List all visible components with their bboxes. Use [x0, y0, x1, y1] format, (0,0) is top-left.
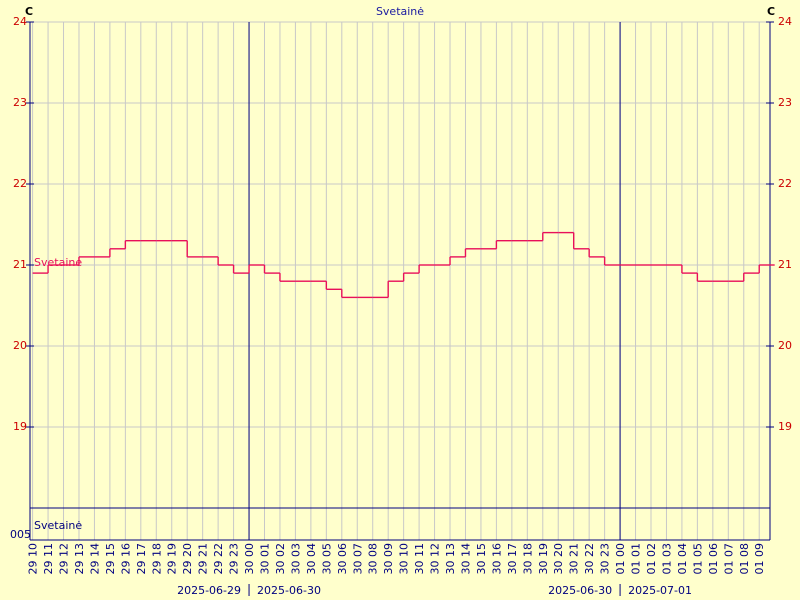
x-tick-label: 29 17	[135, 543, 148, 575]
x-tick-label: 01 04	[676, 543, 689, 575]
x-tick-label: 01 09	[753, 543, 766, 575]
line-label: Svetainė	[34, 256, 82, 269]
x-tick-label: 30 01	[259, 543, 272, 575]
x-tick-label: 30 14	[459, 543, 472, 575]
x-tick-label: 30 18	[521, 543, 534, 575]
bottom-label: 005	[10, 528, 31, 541]
y-tick-label-right: 21	[778, 258, 792, 271]
y-tick-label-right: 24	[778, 15, 792, 28]
x-tick-label: 29 11	[42, 543, 55, 575]
x-tick-label: 01 01	[630, 543, 643, 575]
legend-label: Svetainė	[34, 519, 82, 532]
x-tick-label: 29 16	[119, 543, 132, 575]
x-tick-label: 30 20	[552, 543, 565, 575]
x-tick-label: 30 22	[583, 543, 596, 575]
x-tick-label: 30 02	[274, 543, 287, 575]
y-tick-label: 19	[13, 420, 27, 433]
x-tick-label: 30 12	[429, 543, 442, 575]
x-tick-label: 30 19	[537, 543, 550, 575]
y-tick-label-right: 19	[778, 420, 792, 433]
day-label: 2025-06-29	[177, 584, 241, 597]
x-tick-label: 30 04	[305, 543, 318, 575]
x-tick-label: 01 08	[738, 543, 751, 575]
x-tick-label: 30 21	[568, 543, 581, 575]
x-tick-label: 01 06	[707, 543, 720, 575]
x-tick-label: 30 06	[336, 543, 349, 575]
day-label: 2025-06-30	[548, 584, 612, 597]
x-tick-label: 30 17	[506, 543, 519, 575]
x-tick-label: 30 16	[490, 543, 503, 575]
x-tick-label: 29 10	[27, 543, 40, 575]
y-tick-label-right: 22	[778, 177, 792, 190]
x-tick-label: 30 23	[599, 543, 612, 575]
day-label: 2025-06-30	[257, 584, 321, 597]
x-tick-label: 01 05	[691, 543, 704, 575]
x-tick-label: 01 03	[660, 543, 673, 575]
x-tick-label: 01 00	[614, 543, 627, 575]
y-tick-label-right: 23	[778, 96, 792, 109]
x-tick-label: 29 21	[197, 543, 210, 575]
y-unit-left: C	[25, 5, 33, 18]
y-tick-label: 23	[13, 96, 27, 109]
x-tick-label: 30 05	[320, 543, 333, 575]
y-tick-label-right: 20	[778, 339, 792, 352]
x-tick-label: 30 13	[444, 543, 457, 575]
x-tick-label: 01 07	[722, 543, 735, 575]
x-tick-label: 30 08	[367, 543, 380, 575]
y-tick-label: 21	[13, 258, 27, 271]
day-label: 2025-07-01	[628, 584, 692, 597]
y-tick-label: 20	[13, 339, 27, 352]
x-tick-label: 29 20	[181, 543, 194, 575]
chart-title: Svetainė	[376, 5, 424, 18]
x-tick-label: 30 00	[243, 543, 256, 575]
x-tick-label: 29 15	[104, 543, 117, 575]
x-tick-label: 01 02	[645, 543, 658, 575]
y-tick-label: 24	[13, 15, 27, 28]
x-tick-label: 30 03	[289, 543, 302, 575]
y-unit-right: C	[767, 5, 775, 18]
x-tick-label: 30 09	[382, 543, 395, 575]
x-tick-label: 29 18	[150, 543, 163, 575]
x-tick-label: 30 11	[413, 543, 426, 575]
x-tick-label: 29 23	[228, 543, 241, 575]
x-tick-label: 29 13	[73, 543, 86, 575]
x-tick-label: 29 14	[88, 543, 101, 575]
x-tick-label: 30 15	[475, 543, 488, 575]
x-tick-label: 29 19	[166, 543, 179, 575]
y-tick-label: 22	[13, 177, 27, 190]
x-tick-label: 30 07	[351, 543, 364, 575]
x-tick-label: 29 12	[58, 543, 71, 575]
x-tick-label: 29 22	[212, 543, 225, 575]
x-tick-label: 30 10	[398, 543, 411, 575]
